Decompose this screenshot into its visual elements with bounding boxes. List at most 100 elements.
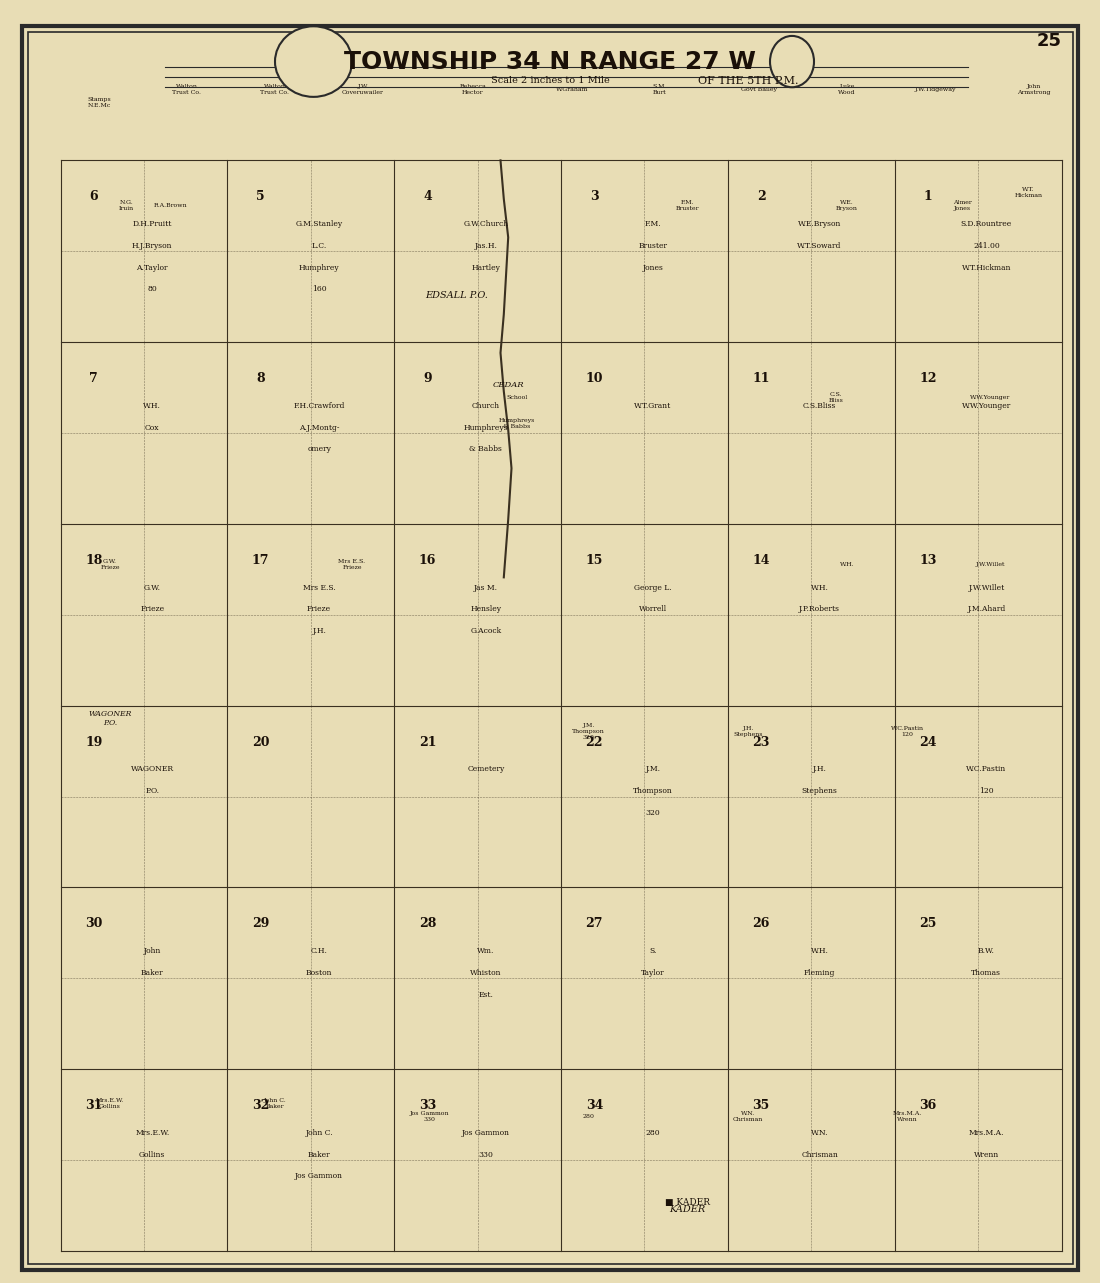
Text: S.D.Rountree: S.D.Rountree (960, 219, 1012, 228)
Text: Stephens: Stephens (802, 786, 837, 795)
Text: A.J.Montg-: A.J.Montg- (299, 423, 339, 431)
Text: W.T.Soward: W.T.Soward (798, 241, 842, 250)
Text: omery: omery (307, 445, 331, 453)
Text: F.M.: F.M. (645, 219, 661, 228)
Text: 32: 32 (252, 1100, 270, 1112)
Text: J.W.Willet: J.W.Willet (976, 562, 1004, 567)
Text: Boston: Boston (306, 969, 332, 976)
Text: Thompson: Thompson (632, 786, 672, 795)
Text: Frieze: Frieze (307, 606, 331, 613)
Text: Mrs.E.W.: Mrs.E.W. (135, 1129, 169, 1137)
Ellipse shape (275, 26, 352, 98)
Text: Stamps
N.E.Mc: Stamps N.E.Mc (87, 98, 111, 108)
Text: S.M.
Burt: S.M. Burt (652, 85, 668, 95)
Text: Bruster: Bruster (638, 241, 668, 250)
Text: W.H.: W.H. (143, 402, 162, 409)
Text: 80: 80 (147, 285, 157, 294)
Text: John: John (144, 947, 161, 955)
Text: W.W.Younger: W.W.Younger (970, 395, 1010, 400)
Text: ■ KADER: ■ KADER (666, 1197, 710, 1207)
Text: Thomas: Thomas (971, 969, 1001, 976)
Text: J.H.: J.H. (813, 765, 826, 774)
Text: WAGONER
P.O.: WAGONER P.O. (88, 709, 132, 727)
Text: Cox: Cox (145, 423, 160, 431)
Text: G.W.Church: G.W.Church (463, 219, 508, 228)
Text: 29: 29 (252, 917, 270, 930)
Text: Jones: Jones (642, 263, 663, 272)
Text: Taylor: Taylor (641, 969, 664, 976)
Text: Hartley: Hartley (472, 263, 500, 272)
Text: W.Graham: W.Graham (556, 87, 588, 92)
Text: Mrs.M.A.
Wrenn: Mrs.M.A. Wrenn (893, 1111, 922, 1121)
Text: John C.
Baker: John C. Baker (264, 1098, 286, 1109)
Text: School: School (506, 395, 528, 400)
Text: 13: 13 (920, 554, 937, 567)
Text: J.P.Roberts: J.P.Roberts (799, 606, 840, 613)
Text: G.M.Stanley: G.M.Stanley (296, 219, 343, 228)
Text: Baker: Baker (141, 969, 164, 976)
Text: W.H.: W.H. (811, 584, 828, 591)
Text: J.W.Tidgeway: J.W.Tidgeway (914, 87, 956, 92)
Text: 17: 17 (252, 554, 270, 567)
Text: John C.: John C. (306, 1129, 333, 1137)
Text: W.E.Bryson: W.E.Bryson (798, 219, 842, 228)
Text: 2: 2 (757, 190, 766, 203)
Text: W.C.Pastin: W.C.Pastin (966, 765, 1006, 774)
Text: 8: 8 (256, 372, 265, 385)
Text: F.H.Crawford: F.H.Crawford (294, 402, 344, 409)
Text: 11: 11 (752, 372, 770, 385)
Text: Govt Bailey: Govt Bailey (741, 87, 777, 92)
Text: P.O.: P.O. (145, 786, 160, 795)
Text: Jos Gammon: Jos Gammon (295, 1173, 343, 1180)
Text: Chrisman: Chrisman (801, 1151, 838, 1159)
Text: 36: 36 (920, 1100, 937, 1112)
Text: Baker: Baker (308, 1151, 330, 1159)
Text: Wrenn: Wrenn (974, 1151, 999, 1159)
Text: 16: 16 (419, 554, 437, 567)
Text: 31: 31 (85, 1100, 102, 1112)
Text: & Babbs: & Babbs (470, 445, 503, 453)
Text: 19: 19 (85, 735, 102, 748)
Text: W.H.: W.H. (811, 947, 828, 955)
Text: 24: 24 (920, 735, 937, 748)
Text: Mrs E.S.: Mrs E.S. (302, 584, 336, 591)
Text: 7: 7 (89, 372, 98, 385)
Text: C.S.Bliss: C.S.Bliss (803, 402, 836, 409)
Text: 25: 25 (920, 917, 937, 930)
Text: W.H.: W.H. (839, 562, 855, 567)
Text: 12: 12 (920, 372, 937, 385)
Text: Fleming: Fleming (804, 969, 835, 976)
Text: 280: 280 (583, 1114, 594, 1119)
Text: Est.: Est. (478, 990, 494, 998)
Text: Mrs.E.W.
Gollins: Mrs.E.W. Gollins (96, 1098, 124, 1109)
Ellipse shape (770, 36, 814, 87)
Text: Mrs E.S.
Frieze: Mrs E.S. Frieze (339, 559, 365, 570)
Text: 22: 22 (585, 735, 603, 748)
Text: Walton
Trust Co.: Walton Trust Co. (173, 85, 201, 95)
Text: Humphreys
& Babbs: Humphreys & Babbs (498, 418, 536, 429)
Text: J.H.: J.H. (312, 627, 326, 635)
Text: Gollins: Gollins (139, 1151, 165, 1159)
Text: 18: 18 (85, 554, 102, 567)
Text: 330: 330 (478, 1151, 494, 1159)
Text: Mrs.M.A.: Mrs.M.A. (969, 1129, 1004, 1137)
Text: W.T.Hickman: W.T.Hickman (961, 263, 1011, 272)
Text: Frieze: Frieze (140, 606, 164, 613)
Text: 20: 20 (252, 735, 270, 748)
Text: L.C.: L.C. (311, 241, 327, 250)
Text: 15: 15 (585, 554, 603, 567)
Text: J.H.
Stephens: J.H. Stephens (734, 726, 762, 736)
Text: F.M.
Bruster: F.M. Bruster (675, 200, 700, 210)
Text: Humphrey: Humphrey (299, 263, 340, 272)
Text: 241.00: 241.00 (974, 241, 1000, 250)
Text: 33: 33 (419, 1100, 437, 1112)
Text: Jas.H.: Jas.H. (474, 241, 497, 250)
Text: 5: 5 (256, 190, 265, 203)
Text: N.G.
Iruin: N.G. Iruin (119, 200, 134, 210)
Text: 320: 320 (646, 808, 660, 817)
Text: D.H.Pruitt: D.H.Pruitt (133, 219, 172, 228)
Text: 21: 21 (419, 735, 437, 748)
Text: J.W.Willet: J.W.Willet (968, 584, 1004, 591)
Text: 35: 35 (752, 1100, 770, 1112)
Text: C.S.
Bliss: C.S. Bliss (828, 393, 844, 403)
